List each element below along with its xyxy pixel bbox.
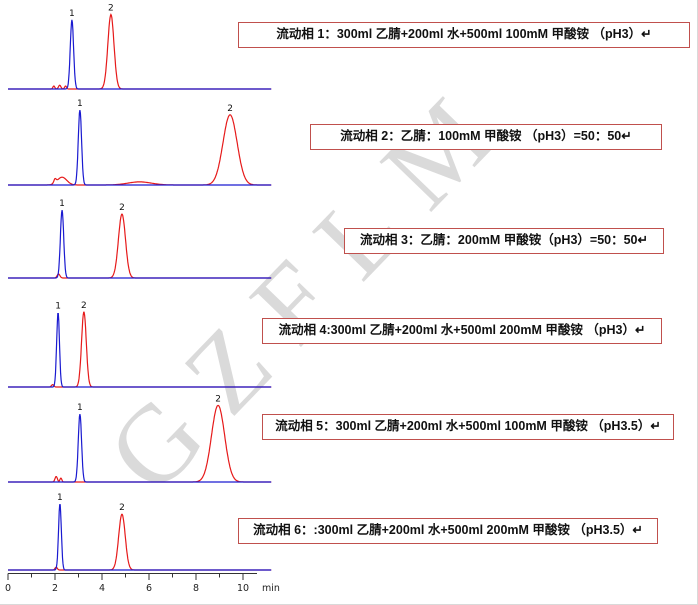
mobile-phase-text-3: 流动相 3：乙腈：200mM 甲酸铵（pH3）=50：50↵: [360, 233, 648, 247]
mobile-phase-text-4: 流动相 4:300ml 乙腈+200ml 水+500ml 200mM 甲酸铵 （…: [278, 323, 646, 337]
trace-red: [8, 13, 272, 90]
mobile-phase-box-4: 流动相 4:300ml 乙腈+200ml 水+500ml 200mM 甲酸铵 （…: [262, 318, 662, 344]
axis-tick-label: 10: [237, 583, 249, 594]
trace-blue: [8, 110, 272, 186]
chromatogram-svg: 12: [8, 493, 272, 571]
axis-tick-label: 4: [99, 583, 105, 594]
peak-label: 2: [81, 301, 87, 311]
axis-tick-label: 6: [146, 583, 152, 594]
mobile-phase-text-5: 流动相 5：300ml 乙腈+200ml 水+500ml 100mM 甲酸铵 （…: [275, 419, 661, 433]
mobile-phase-box-2: 流动相 2：乙腈：100mM 甲酸铵 （pH3）=50：50↵: [310, 124, 662, 150]
chromatogram-svg: 12: [8, 394, 272, 483]
trace-red: [8, 513, 272, 571]
axis-tick-label: 8: [193, 583, 199, 594]
trace-blue: [8, 413, 272, 483]
mobile-phase-box-3: 流动相 3：乙腈：200mM 甲酸铵（pH3）=50：50↵: [344, 228, 664, 254]
time-axis-svg: 0 2 4 6 8 10 min: [5, 573, 280, 594]
peak-label: 2: [119, 203, 125, 213]
peak-label: 1: [59, 199, 65, 209]
trace-blue: [8, 19, 272, 90]
axis-tick-label: 0: [5, 583, 11, 594]
mobile-phase-text-2: 流动相 2：乙腈：100mM 甲酸铵 （pH3）=50：50↵: [340, 129, 632, 143]
trace-blue: [8, 504, 272, 571]
chromatogram-svg: 12: [8, 4, 272, 90]
mobile-phase-box-6: 流动相 6：:300ml 乙腈+200ml 水+500ml 200mM 甲酸铵 …: [238, 518, 658, 544]
mobile-phase-text-6: 流动相 6：:300ml 乙腈+200ml 水+500ml 200mM 甲酸铵 …: [253, 523, 643, 537]
peak-label: 2: [227, 104, 233, 114]
trace-blue: [8, 209, 272, 279]
peak-label: 1: [69, 9, 75, 19]
mobile-phase-box-1: 流动相 1：300ml 乙腈+200ml 水+500ml 100mM 甲酸铵 （…: [238, 22, 690, 48]
mobile-phase-box-5: 流动相 5：300ml 乙腈+200ml 水+500ml 100mM 甲酸铵 （…: [262, 414, 674, 440]
peak-label: 2: [108, 4, 114, 14]
peak-label: 1: [77, 403, 83, 413]
peak-label: 2: [119, 503, 125, 513]
trace-red: [8, 311, 272, 388]
mobile-phase-text-1: 流动相 1：300ml 乙腈+200ml 水+500ml 100mM 甲酸铵 （…: [276, 27, 652, 41]
trace-red: [8, 213, 272, 279]
time-axis: 0 2 4 6 8 10 min: [0, 572, 292, 600]
peak-label: 1: [55, 302, 61, 312]
peak-label: 1: [77, 99, 83, 109]
trace-red: [8, 114, 272, 186]
axis-tick-label: 2: [52, 583, 58, 594]
trace-blue: [8, 313, 272, 388]
peak-label: 2: [215, 394, 221, 404]
peak-label: 1: [57, 493, 63, 503]
trace-red: [8, 404, 272, 483]
axis-unit-label: min: [262, 583, 280, 594]
